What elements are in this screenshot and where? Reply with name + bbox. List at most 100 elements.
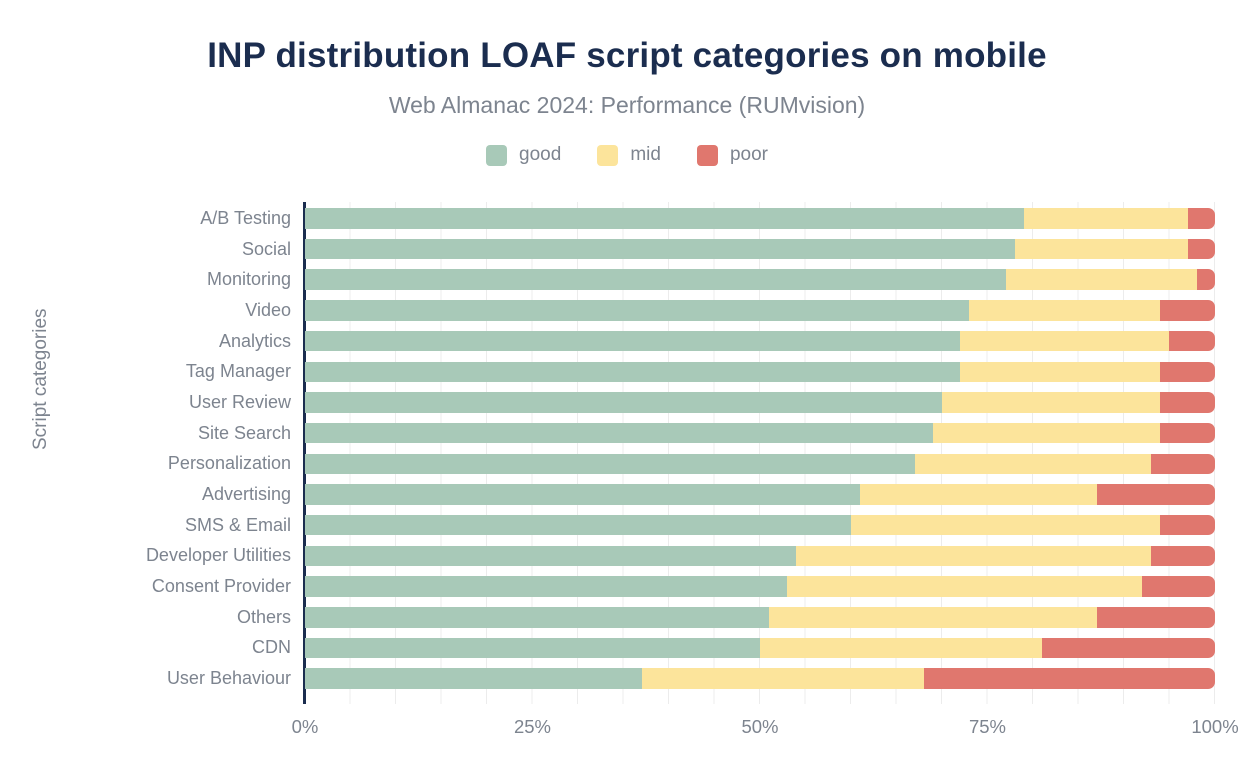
bar-track xyxy=(305,300,1215,321)
legend-label: mid xyxy=(630,144,661,165)
bar-segment-good xyxy=(305,300,970,321)
bar-segment-mid xyxy=(942,392,1161,413)
bar-row: Site Search xyxy=(0,418,1254,449)
bar-segment-poor xyxy=(1169,330,1215,352)
bar-segment-mid xyxy=(969,300,1161,321)
bar-track xyxy=(305,514,1215,536)
bar-segment-good xyxy=(305,514,851,536)
bar-row: User Behaviour xyxy=(0,663,1254,694)
bar-track xyxy=(305,208,1215,229)
bar-track xyxy=(305,330,1215,352)
x-tick-label: 50% xyxy=(741,716,779,737)
bar-segment-poor xyxy=(1142,576,1215,597)
bar-row: Video xyxy=(0,295,1254,326)
bar-segment-good xyxy=(305,484,861,505)
bar-row: CDN xyxy=(0,633,1254,664)
legend-swatch-mid xyxy=(597,144,619,166)
plot-area: A/B Testing Social Monitoring Video Analytic… xyxy=(0,200,1254,760)
bar-segment-poor xyxy=(1096,484,1215,505)
bar-row: SMS & Email xyxy=(0,510,1254,541)
legend-item-poor: poor xyxy=(696,144,768,166)
category-label: Personalization xyxy=(167,453,291,474)
category-label: Developer Utilities xyxy=(145,545,291,566)
bar-segment-mid xyxy=(932,422,1161,444)
category-label: Tag Manager xyxy=(185,361,291,382)
bar-segment-good xyxy=(305,208,1024,229)
bar-row: Developer Utilities xyxy=(0,541,1254,572)
legend-item-mid: mid xyxy=(597,144,661,166)
category-label: Advertising xyxy=(201,484,291,505)
bar-track xyxy=(305,484,1215,505)
category-label: Others xyxy=(236,606,291,627)
legend: good mid poor xyxy=(0,144,1254,166)
bar-segment-mid xyxy=(960,361,1161,383)
bar-segment-poor xyxy=(1196,269,1215,290)
x-tick-label: 0% xyxy=(291,716,319,737)
bar-segment-mid xyxy=(796,545,1152,567)
bar-segment-mid xyxy=(1023,208,1188,229)
category-label: Analytics xyxy=(218,330,291,351)
bar-segment-mid xyxy=(851,514,1161,536)
bar-segment-poor xyxy=(1160,361,1215,383)
category-label: Site Search xyxy=(197,422,291,443)
bar-segment-good xyxy=(305,361,961,383)
bar-segment-mid xyxy=(769,607,1097,628)
bar-segment-good xyxy=(305,545,797,567)
bar-segment-poor xyxy=(1187,238,1215,260)
x-tick-label: 75% xyxy=(968,716,1007,737)
bar-segment-poor xyxy=(1160,300,1215,321)
legend-label: poor xyxy=(729,144,768,165)
bar-segment-mid xyxy=(914,453,1152,475)
bar-track xyxy=(305,361,1215,383)
bar-row: A/B Testing xyxy=(0,203,1254,234)
bar-segment-good xyxy=(305,607,770,628)
category-label: CDN xyxy=(252,637,291,658)
chart-title: INP distribution LOAF script categories … xyxy=(207,36,1047,75)
bar-row: Tag Manager xyxy=(0,356,1254,387)
bar-track xyxy=(305,607,1215,628)
bar-segment-good xyxy=(305,269,1006,290)
category-label: Video xyxy=(245,299,291,320)
bar-segment-poor xyxy=(1151,545,1215,567)
bar-segment-mid xyxy=(787,576,1143,597)
bar-track xyxy=(305,422,1215,444)
bar-track xyxy=(305,576,1215,597)
bar-row: Advertising xyxy=(0,479,1254,510)
bar-segment-poor xyxy=(1096,607,1215,628)
bar-segment-poor xyxy=(1160,392,1215,413)
bar-segment-poor xyxy=(1187,208,1215,229)
bar-segment-mid xyxy=(1014,238,1188,260)
category-label: SMS & Email xyxy=(184,514,291,535)
bar-segment-mid xyxy=(760,637,1043,659)
bar-segment-good xyxy=(305,637,760,659)
legend-label: good xyxy=(519,144,562,165)
bar-track xyxy=(305,392,1215,413)
x-tick-label: 100% xyxy=(1191,716,1239,737)
bar-segment-good xyxy=(305,422,933,444)
bar-segment-good xyxy=(305,576,788,597)
bar-track xyxy=(305,637,1215,659)
category-label: User Behaviour xyxy=(166,668,291,689)
bar-segment-good xyxy=(305,392,942,413)
bar-track xyxy=(305,545,1215,567)
legend-swatch-good xyxy=(486,144,508,166)
bar-row: Others xyxy=(0,602,1254,633)
category-label: A/B Testing xyxy=(200,207,291,228)
bar-segment-poor xyxy=(1160,514,1215,536)
bar-segment-mid xyxy=(641,668,924,689)
category-label: Monitoring xyxy=(206,269,291,290)
category-label: Social xyxy=(241,238,291,259)
bar-track xyxy=(305,453,1215,475)
bar-segment-poor xyxy=(1160,422,1215,444)
legend-item-good: good xyxy=(486,144,561,166)
category-label: Consent Provider xyxy=(151,576,291,597)
bar-track xyxy=(305,668,1215,689)
legend-swatch-poor xyxy=(696,144,718,166)
y-axis-title: Script categories xyxy=(30,308,51,450)
bar-segment-good xyxy=(305,453,915,475)
bar-row: Analytics xyxy=(0,326,1254,357)
bar-row: Consent Provider xyxy=(0,571,1254,602)
bar-row: Monitoring xyxy=(0,264,1254,295)
category-label: User Review xyxy=(188,391,291,412)
bar-track xyxy=(305,238,1215,260)
